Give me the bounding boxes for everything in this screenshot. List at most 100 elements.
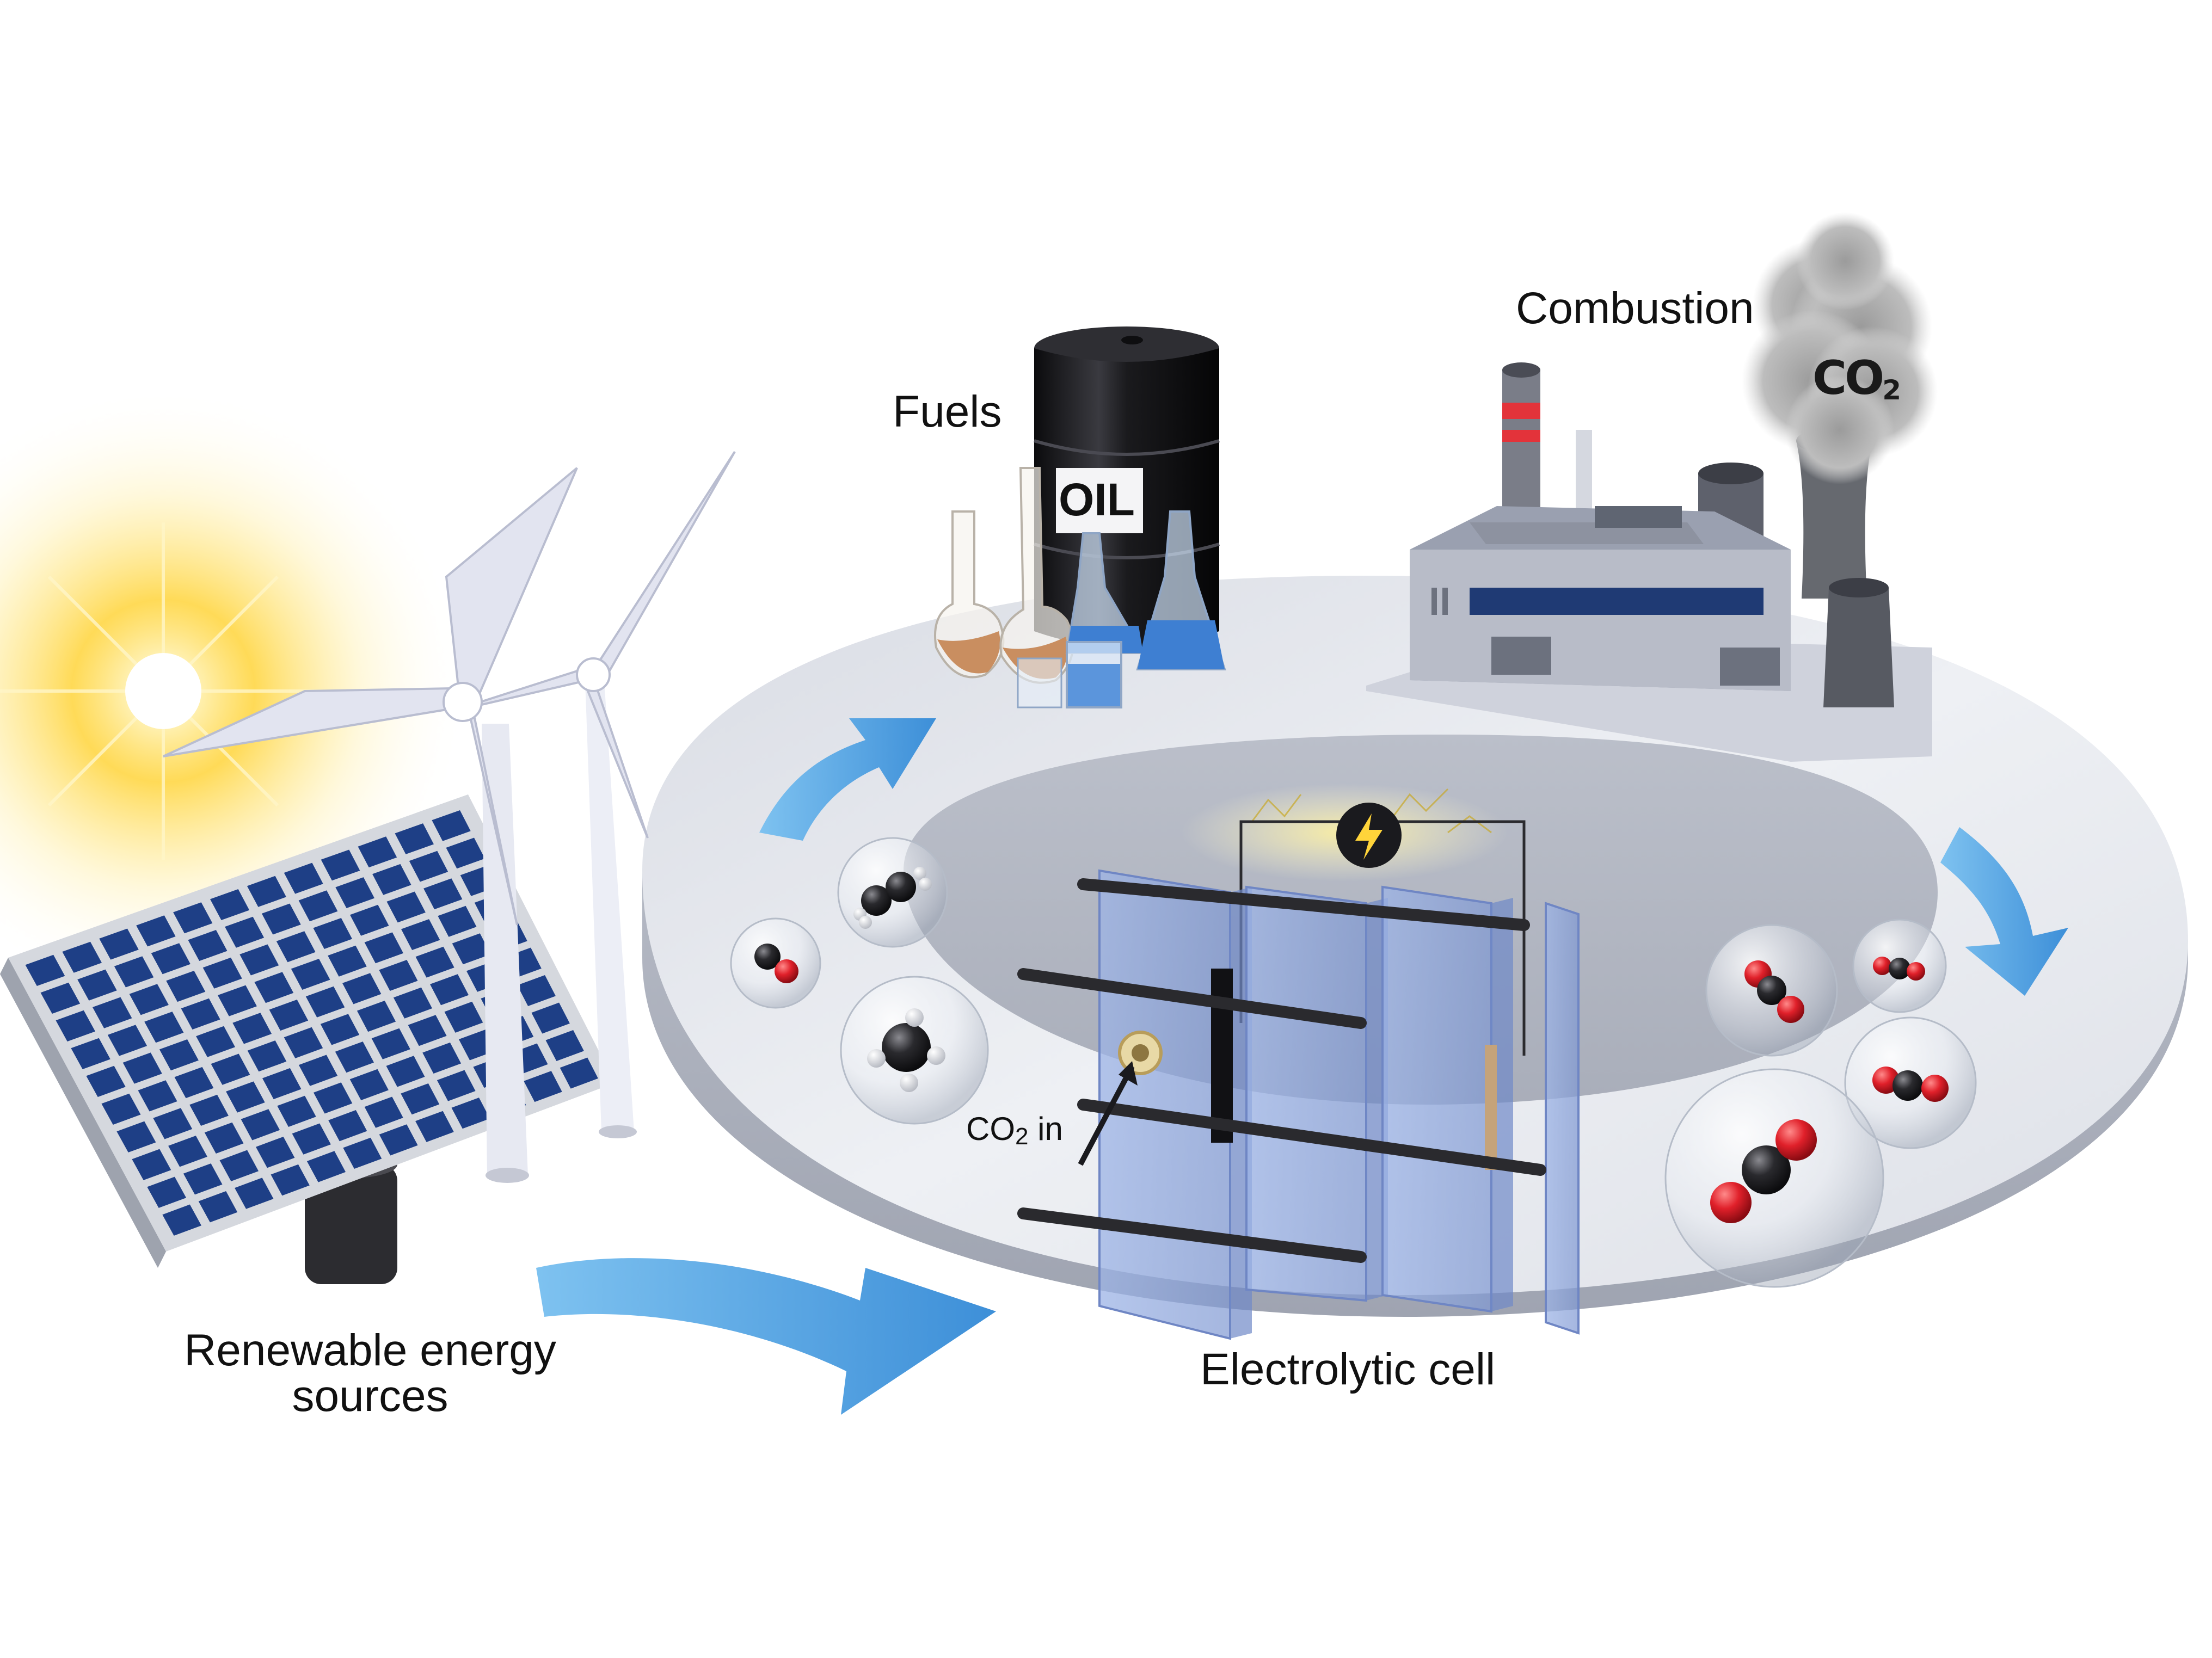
solar-cell bbox=[408, 1015, 447, 1046]
solar-cell bbox=[298, 890, 338, 922]
solar-cell bbox=[446, 837, 485, 869]
solar-cell bbox=[386, 891, 426, 923]
solar-cell bbox=[524, 1071, 562, 1102]
solar-cell bbox=[132, 1149, 171, 1180]
co2-smoke-text: CO bbox=[1812, 351, 1884, 405]
solar-cell bbox=[379, 1124, 418, 1156]
solar-cell bbox=[451, 1098, 490, 1129]
solar-cell bbox=[254, 972, 294, 1003]
solar-cell bbox=[291, 959, 330, 990]
wind-turbine-icon bbox=[163, 451, 736, 1183]
solar-cell bbox=[147, 1176, 187, 1208]
co2-in-suffix: in bbox=[1028, 1111, 1063, 1147]
solar-cell bbox=[379, 960, 418, 991]
solar-cell bbox=[218, 985, 257, 1016]
solar-cell bbox=[261, 903, 301, 935]
solar-cell bbox=[432, 810, 471, 841]
solar-cell bbox=[395, 823, 434, 854]
solar-cell bbox=[62, 941, 102, 973]
solar-cell bbox=[357, 1001, 396, 1032]
cycle-arrow-icon bbox=[536, 718, 2068, 1415]
solar-cell bbox=[452, 933, 491, 965]
solar-cell bbox=[560, 1057, 598, 1089]
solar-cell bbox=[196, 1026, 235, 1057]
electrolytic-cell-label: Electrolytic cell bbox=[1200, 1345, 1496, 1394]
solar-cell bbox=[247, 876, 286, 907]
solar-cell bbox=[93, 997, 132, 1028]
solar-cell bbox=[328, 945, 367, 977]
solar-cell bbox=[269, 1000, 309, 1031]
solar-cell bbox=[321, 849, 360, 881]
co2-in-subscript: 2 bbox=[1015, 1123, 1029, 1150]
solar-cell bbox=[235, 1178, 274, 1209]
solar-cell bbox=[415, 946, 454, 978]
solar-cell bbox=[306, 1151, 346, 1182]
smoke-cloud-icon bbox=[1742, 212, 1938, 484]
solar-cell bbox=[335, 1041, 374, 1073]
solar-cell bbox=[256, 1137, 295, 1168]
solar-cell bbox=[210, 889, 250, 920]
solar-cell bbox=[114, 956, 154, 988]
solar-cell bbox=[77, 969, 117, 1001]
solar-cell bbox=[393, 987, 432, 1019]
solar-cell bbox=[545, 1030, 584, 1061]
solar-cell bbox=[364, 1096, 403, 1128]
molecule-bubble-icon bbox=[730, 837, 1977, 1288]
solar-cell bbox=[188, 930, 228, 961]
co2-smoke-subscript: 2 bbox=[1882, 374, 1901, 406]
solar-cell bbox=[531, 1002, 570, 1034]
solar-cell bbox=[116, 1121, 156, 1152]
oil-label: OIL bbox=[1059, 474, 1135, 525]
solar-cell bbox=[181, 998, 220, 1030]
solar-cell bbox=[153, 1108, 193, 1139]
solar-cell bbox=[350, 904, 389, 936]
solar-cell bbox=[292, 1123, 331, 1155]
solar-cell bbox=[173, 902, 213, 934]
solar-cell bbox=[232, 1013, 272, 1044]
solar-cell bbox=[277, 1095, 316, 1127]
co2-in-text: CO bbox=[966, 1111, 1015, 1147]
solar-cell bbox=[225, 916, 265, 948]
renewable-label-line1: Renewable energy bbox=[184, 1326, 556, 1375]
solar-cell bbox=[298, 1055, 338, 1086]
solar-cell bbox=[122, 1052, 162, 1084]
solar-cell bbox=[313, 918, 352, 949]
solar-cell bbox=[335, 877, 374, 908]
solar-cell bbox=[386, 1056, 425, 1087]
solar-cell bbox=[358, 836, 397, 868]
solar-cell bbox=[138, 1080, 177, 1112]
electrolytic-cell-icon bbox=[1017, 784, 1580, 1340]
solar-cell bbox=[349, 1069, 389, 1100]
solar-cell bbox=[202, 957, 242, 989]
solar-cell bbox=[247, 1040, 287, 1072]
solar-cell bbox=[415, 1111, 454, 1142]
renewable-energy-label: Renewable energy sources bbox=[125, 1328, 615, 1419]
solar-cell bbox=[409, 850, 448, 882]
solar-cell bbox=[320, 1014, 360, 1045]
combustion-label: Combustion bbox=[1516, 283, 1754, 333]
solar-cell bbox=[364, 932, 403, 964]
solar-cell bbox=[371, 1028, 410, 1059]
solar-cell bbox=[284, 862, 323, 894]
solar-cell bbox=[372, 864, 411, 895]
solar-cell bbox=[211, 1053, 250, 1085]
solar-cell bbox=[226, 1081, 265, 1113]
flask-icon bbox=[934, 467, 1226, 708]
solar-cell bbox=[342, 973, 382, 1004]
solar-cell bbox=[423, 878, 463, 910]
solar-cell bbox=[517, 975, 556, 1006]
solar-cell bbox=[71, 1038, 110, 1069]
co2-in-label: CO2 in bbox=[966, 1110, 1063, 1150]
solar-cell bbox=[86, 1065, 126, 1097]
solar-cell bbox=[305, 986, 345, 1018]
solar-cell bbox=[189, 1094, 229, 1126]
fuels-label: Fuels bbox=[893, 387, 1002, 436]
solar-cell bbox=[168, 1136, 207, 1167]
solar-cell bbox=[159, 1039, 199, 1071]
solar-cell bbox=[343, 1137, 382, 1169]
solar-cell bbox=[129, 984, 169, 1015]
solar-cell bbox=[183, 1163, 223, 1195]
solar-cell bbox=[444, 1001, 483, 1033]
renewable-label-line2: sources bbox=[292, 1371, 448, 1421]
